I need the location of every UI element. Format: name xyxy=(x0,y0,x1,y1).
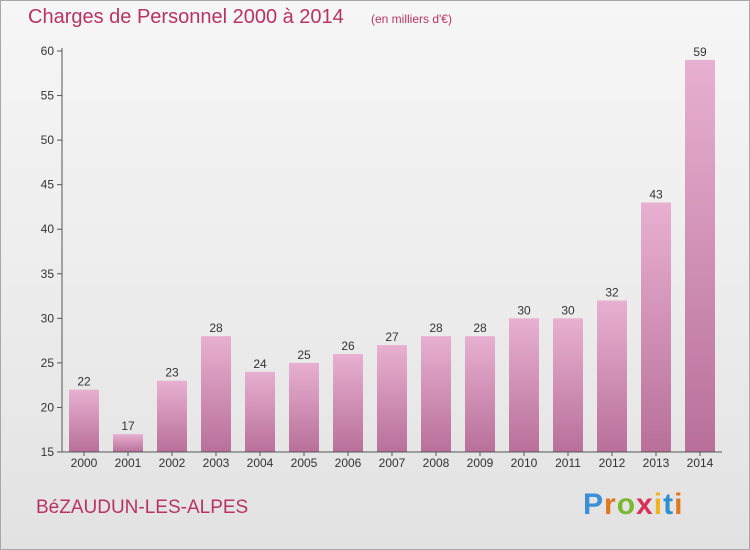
logo-letter: i xyxy=(653,488,664,521)
bar-2005 xyxy=(289,362,319,452)
proxiti-logo: Proxiti xyxy=(583,488,683,522)
y-tick-label: 20 xyxy=(41,400,55,414)
commune-name: BéZAUDUN-LES-ALPES xyxy=(36,497,249,518)
x-tick-label: 2002 xyxy=(159,456,186,470)
bar-2012 xyxy=(597,300,627,452)
y-tick-label: 15 xyxy=(41,445,55,459)
bar-value-label: 28 xyxy=(429,321,443,335)
x-tick-label: 2005 xyxy=(291,456,318,470)
x-tick-label: 2004 xyxy=(247,456,274,470)
bar-value-label: 30 xyxy=(517,303,531,317)
logo-letter: r xyxy=(604,488,617,521)
bar-chart: 15 20 25 30 35 40 45 50 55 60 22 17 23 28 24 25 26 27 28 2… xyxy=(41,44,722,470)
x-tick-label: 2012 xyxy=(599,456,626,470)
bar-value-label: 59 xyxy=(693,45,707,59)
bar-value-label: 30 xyxy=(561,303,575,317)
x-tick-label: 2008 xyxy=(423,456,450,470)
bar-value-label: 26 xyxy=(341,339,355,353)
bar-2007 xyxy=(377,345,407,452)
y-tick-label: 60 xyxy=(41,44,55,58)
x-tick-label: 2014 xyxy=(687,456,714,470)
y-tick-label: 35 xyxy=(41,267,55,281)
bar-value-label: 23 xyxy=(165,366,179,380)
bar-2009 xyxy=(465,336,495,452)
bar-2003 xyxy=(201,336,231,452)
chart-title: Charges de Personnel 2000 à 2014 xyxy=(28,6,344,28)
y-tick-label: 55 xyxy=(41,89,55,103)
x-tick-label: 2009 xyxy=(467,456,494,470)
x-tick-label: 2010 xyxy=(511,456,538,470)
bar-2014 xyxy=(685,59,715,453)
logo-letter: i xyxy=(674,488,684,521)
bar-2008 xyxy=(421,336,451,452)
x-tick-label: 2001 xyxy=(115,456,142,470)
x-tick-label: 2011 xyxy=(555,456,581,470)
bar-2000 xyxy=(69,389,99,452)
bar-2001 xyxy=(113,434,143,452)
bar-value-label: 27 xyxy=(385,330,399,344)
x-tick-label: 2003 xyxy=(203,456,230,470)
bar-2004 xyxy=(245,371,275,452)
y-tick-label: 40 xyxy=(41,222,55,236)
bar-value-label: 43 xyxy=(649,187,663,201)
x-tick-label: 2000 xyxy=(71,456,98,470)
bar-value-label: 32 xyxy=(605,286,619,300)
y-tick-label: 25 xyxy=(41,356,55,370)
bar-value-label: 28 xyxy=(473,321,487,335)
bar-value-label: 22 xyxy=(77,375,91,389)
bar-2011 xyxy=(553,318,583,452)
logo-letter: o xyxy=(616,488,637,521)
bar-value-label: 17 xyxy=(121,419,135,433)
x-tick-label: 2007 xyxy=(379,456,406,470)
bar-value-label: 25 xyxy=(297,348,311,362)
logo-letter: x xyxy=(636,488,654,521)
y-tick-label: 30 xyxy=(41,311,55,325)
x-tick-label: 2006 xyxy=(335,456,362,470)
y-tick-label: 45 xyxy=(41,178,55,192)
bar-2002 xyxy=(157,380,187,452)
logo-letter: t xyxy=(663,488,675,521)
bar-value-label: 28 xyxy=(209,321,223,335)
x-tick-label: 2013 xyxy=(643,456,670,470)
logo-letter: P xyxy=(583,488,605,521)
bar-2006 xyxy=(333,353,363,452)
bar-2013 xyxy=(641,202,671,452)
y-tick-label: 50 xyxy=(41,133,55,147)
bar-2010 xyxy=(509,318,539,452)
bar-value-label: 24 xyxy=(253,357,267,371)
chart-subtitle: (en milliers d'€) xyxy=(371,12,452,26)
